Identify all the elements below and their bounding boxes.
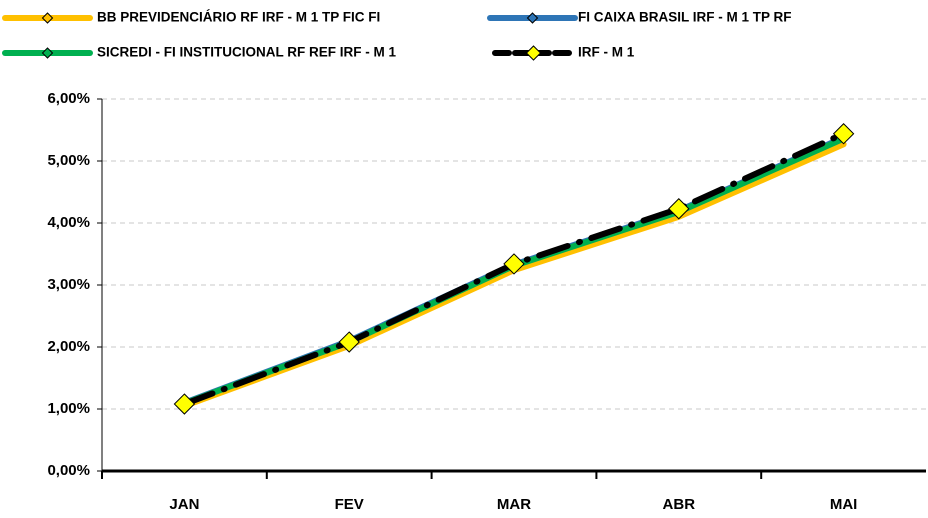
legend-marker — [526, 12, 539, 24]
legend-marker — [525, 45, 542, 61]
x-tick-label: MAI — [830, 496, 858, 513]
y-tick-label: 6,00% — [47, 90, 90, 107]
legend-label: FI CAIXA BRASIL IRF - M 1 TP RF — [578, 10, 792, 25]
y-tick-label: 5,00% — [47, 152, 90, 169]
y-tick-label: 1,00% — [47, 400, 90, 417]
y-tick-label: 2,00% — [47, 338, 90, 355]
x-tick-label: MAR — [497, 496, 531, 513]
x-tick-label: FEV — [335, 496, 364, 513]
point-marker — [832, 123, 855, 145]
y-tick-label: 4,00% — [47, 214, 90, 231]
point-marker — [668, 198, 690, 220]
legend-label: IRF - M 1 — [578, 45, 635, 60]
x-tick-label: ABR — [663, 496, 696, 513]
x-tick-label: JAN — [169, 496, 199, 513]
legend-marker — [41, 12, 54, 24]
y-tick-label: 0,00% — [47, 462, 90, 479]
point-marker — [173, 393, 196, 415]
point-marker — [503, 253, 525, 275]
legend-label: BB PREVIDENCIÁRIO RF IRF - M 1 TP FIC FI — [97, 10, 380, 25]
legend-label: SICREDI - FI INSTITUCIONAL RF REF IRF - … — [97, 45, 396, 60]
y-tick-label: 3,00% — [47, 276, 90, 293]
point-marker — [338, 331, 360, 353]
legend-marker — [41, 47, 54, 59]
